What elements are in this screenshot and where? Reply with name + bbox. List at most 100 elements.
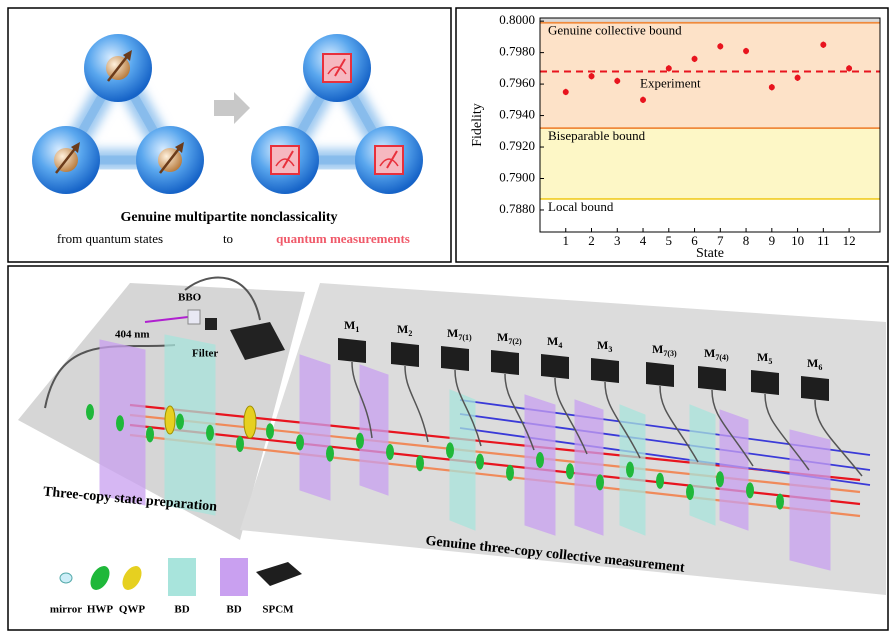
fiber [404, 365, 429, 443]
detector-label: M1 [344, 318, 359, 334]
hwp [176, 413, 184, 430]
detector-sub: 7(3) [663, 349, 677, 358]
fiber [44, 344, 176, 409]
hwp [356, 432, 364, 449]
region-collective [540, 22, 880, 129]
detector-sub: 6 [818, 363, 822, 372]
data-point [717, 43, 724, 50]
platform-prep [18, 283, 305, 540]
detector-sub: 4 [558, 341, 562, 350]
data-point [562, 88, 569, 95]
qwp [243, 405, 257, 439]
legend-label: SPCM [262, 604, 294, 616]
detector-sub: 1 [355, 325, 359, 334]
x-tick-label: 3 [614, 233, 621, 248]
detector-label: M7(1) [447, 326, 472, 342]
beam-displacer [689, 404, 716, 526]
filter-block [205, 318, 217, 330]
beam-displacer [359, 364, 389, 496]
detector-name: M [497, 330, 508, 344]
detector-label: M7(4) [704, 346, 729, 362]
hwp [266, 423, 274, 440]
spin-arrow-head [175, 142, 184, 153]
data-point [820, 41, 827, 48]
hwp [236, 436, 244, 452]
spcm [751, 370, 779, 395]
panel-b: Genuine collective bound Biseparable boun… [470, 12, 881, 261]
detector-name: M [547, 334, 558, 348]
to-highlight: quantum measurements [276, 231, 410, 246]
x-tick-label: 5 [666, 233, 673, 248]
detector-label: M7(3) [652, 342, 677, 358]
detector-name: M [652, 342, 663, 356]
fiber [814, 399, 863, 477]
hwp [86, 404, 94, 420]
to-text: to [223, 231, 233, 246]
spin-arrow-head [123, 50, 132, 61]
series-label: Experiment [640, 75, 701, 90]
bound-label: Local bound [548, 199, 614, 214]
spcm [801, 376, 829, 401]
meter-arc [275, 158, 295, 167]
hwp [416, 455, 424, 472]
hwp [206, 424, 214, 441]
data-point [665, 65, 672, 72]
hwp [716, 471, 724, 488]
x-tick-label: 6 [691, 233, 698, 248]
detector-sub: 7(4) [715, 353, 729, 362]
data-point [588, 73, 595, 80]
hwp [116, 415, 124, 432]
x-tick-label: 10 [791, 233, 804, 248]
region-above [540, 18, 880, 23]
y-tick-label: 0.7940 [499, 107, 535, 122]
hwp [476, 453, 484, 470]
meter-box [374, 145, 404, 175]
meter-needle [334, 58, 346, 77]
fiber [351, 361, 373, 439]
detector-name: M [597, 338, 608, 352]
legend-bd-teal [168, 558, 196, 596]
meter-arc [379, 158, 399, 167]
detector-sub: 7(2) [508, 337, 522, 346]
hwp [386, 444, 394, 460]
legend-label: BD [174, 604, 189, 616]
bbo-crystal [187, 309, 201, 325]
spin-arrow [159, 145, 182, 174]
hwp [326, 445, 334, 462]
spcm [391, 342, 419, 367]
source-spcm [230, 322, 285, 360]
detector-sub: 5 [768, 357, 772, 366]
data-point [614, 77, 621, 84]
bound-label: Biseparable bound [548, 128, 646, 143]
fiber [604, 381, 641, 459]
detector-name: M [704, 346, 715, 360]
qwp [164, 405, 176, 435]
hwp [566, 463, 574, 480]
data-point [640, 96, 647, 103]
detector-label: M6 [807, 356, 822, 372]
hwp [506, 464, 514, 481]
from-text: from quantum states [57, 231, 163, 246]
spcm [441, 346, 469, 371]
y-tick-label: 0.7900 [499, 169, 535, 184]
hwp [656, 472, 664, 489]
x-tick-label: 11 [817, 233, 830, 248]
x-tick-label: 2 [588, 233, 595, 248]
spcm [491, 350, 519, 375]
fiber [454, 369, 482, 447]
x-tick-label: 12 [843, 233, 856, 248]
spin-arrow-head [71, 142, 80, 153]
fiber [504, 373, 535, 451]
hwp [296, 434, 304, 451]
detector-sub: 3 [608, 345, 612, 354]
link [58, 58, 178, 165]
wavelength-label: 404 nm [115, 329, 150, 341]
detector-name: M [344, 318, 355, 332]
detector-label: M4 [547, 334, 562, 350]
detector-name: M [397, 322, 408, 336]
detector-label: M3 [597, 338, 612, 354]
hwp [776, 493, 784, 510]
y-axis-label: Fidelity [470, 103, 485, 147]
bound-label: Genuine collective bound [548, 23, 682, 38]
detector-sub: 2 [408, 329, 412, 338]
